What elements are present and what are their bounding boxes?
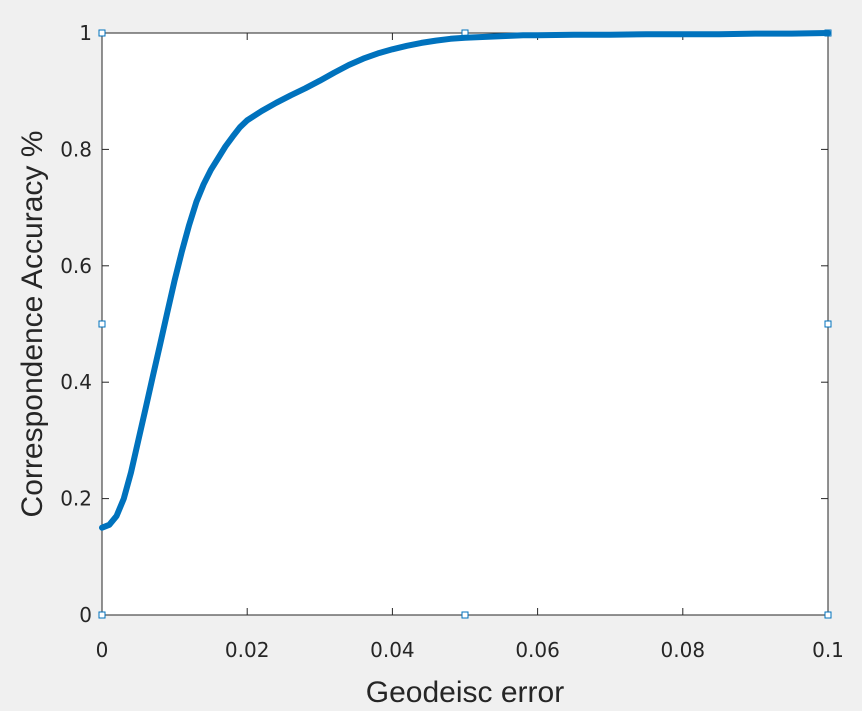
- selection-handle[interactable]: [98, 320, 106, 328]
- y-tick-label: 0.2: [60, 487, 92, 511]
- x-tick-labels: 0 0.02 0.04 0.06 0.08 0.1: [96, 638, 844, 662]
- x-tick-label: 0.08: [661, 638, 706, 662]
- x-tick-label: 0: [96, 638, 109, 662]
- selection-handle[interactable]: [98, 29, 106, 37]
- selection-handle[interactable]: [98, 611, 106, 619]
- selection-handle[interactable]: [824, 320, 832, 328]
- series-line: [99, 30, 831, 531]
- selection-handle[interactable]: [461, 611, 469, 619]
- selection-handle[interactable]: [824, 611, 832, 619]
- x-tick-label: 0.04: [370, 638, 415, 662]
- y-tick-labels: 0 0.2 0.4 0.6 0.8 1: [60, 21, 92, 627]
- y-tick-label: 0.6: [60, 254, 92, 278]
- x-tick-label: 0.06: [515, 638, 560, 662]
- x-axis-label: Geodeisc error: [366, 676, 564, 709]
- plot-area: [101, 32, 829, 616]
- x-tick-label: 0.02: [225, 638, 270, 662]
- y-axis-label: Correspondence Accuracy %: [16, 131, 49, 518]
- y-tick-label: 0: [79, 603, 92, 627]
- y-tick-label: 0.8: [60, 137, 92, 161]
- y-tick-label: 0.4: [60, 370, 92, 394]
- x-tick-label: 0.1: [812, 638, 844, 662]
- y-tick-label: 1: [79, 21, 92, 45]
